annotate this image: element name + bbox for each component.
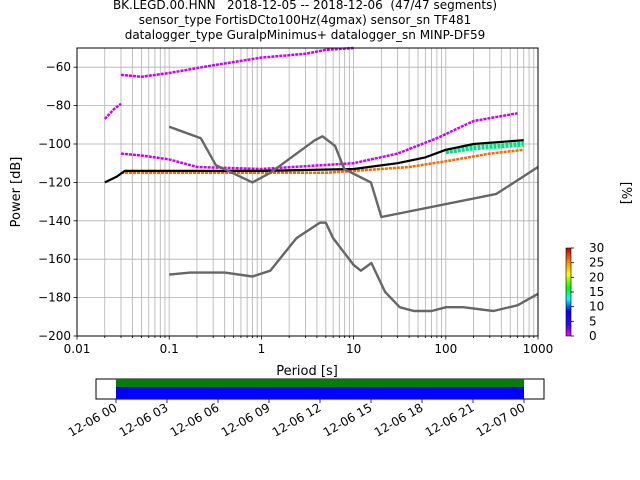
timebar-tick-label: 12-06 12 bbox=[270, 400, 324, 439]
plot-grid bbox=[76, 48, 538, 337]
figure-title-line-1: BK.LEGD.00.HNN 2018-12-05 -- 2018-12-06 … bbox=[112, 0, 498, 12]
colorbar-label: [%] bbox=[618, 182, 633, 205]
timebar-tick-label: 12-06 03 bbox=[117, 400, 171, 439]
x-tick-label: 100 bbox=[434, 342, 457, 356]
timebar-tick-label: 12-06 21 bbox=[423, 400, 477, 439]
y-tick-label: −100 bbox=[38, 137, 71, 151]
plot-series bbox=[103, 46, 539, 313]
x-tick-label: 1 bbox=[258, 342, 266, 356]
colorbar-tick-label: 10 bbox=[589, 300, 604, 314]
mode-curve bbox=[104, 139, 524, 184]
colorbar-tick-label: 30 bbox=[589, 241, 604, 255]
y-tick-label: −180 bbox=[38, 291, 71, 305]
colorbar-tick-label: 25 bbox=[589, 256, 604, 270]
colorbar-tick-label: 20 bbox=[589, 270, 604, 284]
density-band bbox=[121, 148, 524, 175]
timebar-tick-label: 12-06 00 bbox=[66, 400, 120, 439]
y-tick-label: −80 bbox=[46, 99, 71, 113]
colorbar bbox=[565, 247, 572, 337]
figure-title-line-3: datalogger_type GuralpMinimus+ datalogge… bbox=[124, 28, 486, 42]
x-tick-label: 0.1 bbox=[160, 342, 179, 356]
plot-ticks: −200 −180 −160 −140 −120 −100 −80 −60 0.01 0.1 1 10… bbox=[38, 60, 553, 356]
noise-model-curve bbox=[169, 221, 539, 313]
timebar-tick-label: 12-07 00 bbox=[474, 400, 528, 439]
x-tick-label: 1000 bbox=[523, 342, 554, 356]
density-band bbox=[445, 141, 524, 155]
y-tick-label: −60 bbox=[46, 60, 71, 74]
x-axis-label: Period [s] bbox=[276, 364, 338, 379]
colorbar-tick-label: 0 bbox=[589, 329, 597, 343]
x-tick-label: 0.01 bbox=[64, 342, 91, 356]
density-band bbox=[120, 46, 354, 79]
y-tick-label: −140 bbox=[38, 214, 71, 228]
y-tick-label: −160 bbox=[38, 252, 71, 266]
y-tick-label: −120 bbox=[38, 175, 71, 189]
y-axis-label: Power [dB] bbox=[9, 157, 24, 228]
x-tick-label: 10 bbox=[346, 342, 361, 356]
colorbar-tick-label: 15 bbox=[589, 285, 604, 299]
density-band bbox=[120, 112, 518, 171]
noise-model-curve bbox=[168, 125, 539, 219]
y-tick-label: −200 bbox=[38, 329, 71, 343]
timebar-tick-label: 12-06 18 bbox=[372, 400, 426, 439]
figure-title-line-2: sensor_type FortisDCto100Hz(4gmax) senso… bbox=[138, 13, 472, 27]
colorbar-tick-label: 5 bbox=[589, 314, 597, 328]
timebar-tick-label: 12-06 09 bbox=[219, 400, 273, 439]
timebar-coverage bbox=[116, 379, 524, 387]
plot-frame bbox=[76, 47, 539, 337]
density-band bbox=[103, 102, 122, 120]
timebar-tick-label: 12-06 06 bbox=[168, 400, 222, 439]
timebar-tick-label: 12-06 15 bbox=[321, 400, 375, 439]
timebar-data bbox=[116, 387, 524, 399]
